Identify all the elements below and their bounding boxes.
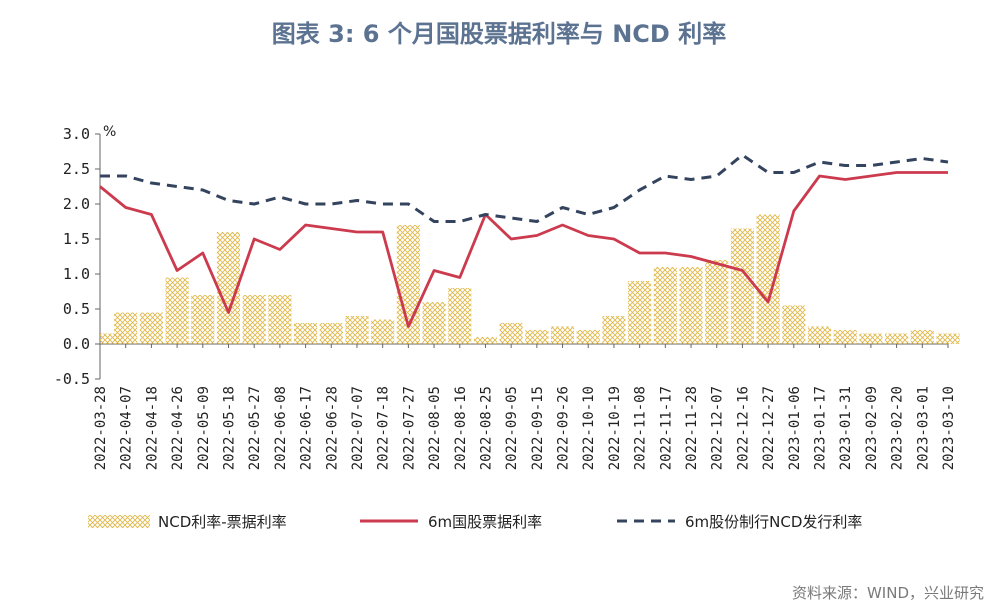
- y-tick-label: 1.0: [63, 265, 90, 283]
- y-tick-label: 2.5: [63, 160, 90, 178]
- y-tick-label: 0.0: [63, 335, 90, 353]
- spread-bar: [910, 330, 934, 344]
- spread-bar: [114, 312, 138, 344]
- area-series-ncd-minus-bill: [100, 214, 960, 344]
- x-tick-label: 2022-06-28: [324, 386, 340, 470]
- x-tick-label: 2022-07-07: [350, 386, 366, 470]
- legend-item-ncd-rate: 6m股份制行NCD发行利率: [617, 513, 862, 531]
- spread-bar: [448, 288, 472, 344]
- chart-title: 图表 3: 6 个月国股票据利率与 NCD 利率: [271, 20, 727, 48]
- spread-bar: [936, 333, 960, 344]
- line-series: [99, 153, 949, 328]
- spread-bar: [807, 326, 832, 344]
- spread-bar: [294, 323, 318, 344]
- spread-bar: [730, 228, 754, 344]
- x-tick-label: 2022-11-17: [658, 386, 674, 470]
- x-tick-label: 2022-09-15: [530, 386, 546, 470]
- y-tick-label: 1.5: [63, 230, 90, 248]
- y-tick-label: 3.0: [63, 125, 90, 143]
- x-tick-label: 2022-07-27: [401, 386, 417, 470]
- spread-bar: [216, 232, 241, 344]
- spread-bar: [100, 333, 124, 344]
- x-tick-label: 2022-10-19: [607, 386, 623, 470]
- spread-bar: [191, 295, 215, 344]
- x-tick-label: 2023-01-17: [813, 386, 829, 470]
- x-tick-label: 2022-07-18: [376, 386, 392, 470]
- spread-bar: [242, 295, 266, 344]
- source-note: 资料来源：WIND，兴业研究: [791, 584, 984, 602]
- x-tick-label: 2023-03-10: [941, 386, 957, 470]
- legend-swatch-spread: [88, 515, 150, 528]
- spread-bar: [756, 214, 780, 344]
- y-axis-unit: %: [103, 124, 116, 140]
- spread-bar: [705, 260, 729, 344]
- legend-item-spread: NCD利率-票据利率: [88, 513, 287, 531]
- legend-label-bill-rate: 6m国股票据利率: [428, 513, 542, 531]
- legend-label-ncd-rate: 6m股份制行NCD发行利率: [685, 513, 862, 531]
- x-tick-label: 2022-06-17: [299, 386, 315, 470]
- x-tick-label: 2022-05-27: [247, 386, 263, 470]
- x-tick-label: 2022-12-16: [735, 386, 751, 470]
- spread-bar: [576, 330, 600, 344]
- y-tick-label: 2.0: [63, 195, 90, 213]
- spread-bar: [525, 330, 549, 344]
- x-tick-label: 2022-05-18: [221, 386, 237, 470]
- legend-item-bill-rate: 6m国股票据利率: [360, 513, 542, 531]
- x-tick-label: 2022-08-05: [427, 386, 443, 470]
- spread-bar: [345, 316, 369, 344]
- bill-rate-line: [99, 171, 948, 328]
- x-tick-label: 2023-01-06: [787, 386, 803, 470]
- x-tick-label: 2022-06-08: [273, 386, 289, 470]
- spread-bar: [139, 312, 163, 344]
- spread-bar: [859, 333, 883, 344]
- x-tick-label: 2022-11-08: [633, 386, 649, 470]
- spread-bar: [473, 337, 498, 344]
- spread-bar: [679, 267, 703, 344]
- x-tick-label: 2022-09-26: [556, 386, 572, 470]
- x-tick-label: 2023-02-09: [864, 386, 880, 470]
- x-axis-ticks: 2022-03-28 2022-04-07 2022-04-18 2022-04-26…: [93, 344, 957, 470]
- x-tick-label: 2022-04-07: [119, 386, 135, 470]
- x-tick-label: 2022-12-27: [761, 386, 777, 470]
- spread-bar: [653, 267, 677, 344]
- legend-label-spread: NCD利率-票据利率: [158, 513, 287, 531]
- spread-bar: [833, 330, 857, 344]
- spread-bar: [371, 319, 395, 344]
- x-tick-label: 2022-05-09: [196, 386, 212, 470]
- spread-bar: [499, 323, 523, 344]
- spread-bar: [422, 302, 446, 344]
- x-tick-label: 2022-11-28: [684, 386, 700, 470]
- spread-bar: [602, 316, 626, 344]
- spread-bar: [165, 277, 189, 344]
- x-tick-label: 2022-08-16: [453, 386, 469, 470]
- x-tick-label: 2022-12-07: [710, 386, 726, 470]
- spread-bar: [268, 295, 292, 344]
- y-tick-label: 0.5: [63, 300, 90, 318]
- x-tick-label: 2023-01-31: [838, 386, 854, 470]
- x-tick-label: 2023-02-20: [890, 386, 906, 470]
- x-tick-label: 2022-10-10: [581, 386, 597, 470]
- spread-bar: [782, 305, 806, 344]
- x-tick-label: 2022-04-26: [170, 386, 186, 470]
- legend: NCD利率-票据利率 6m国股票据利率 6m股份制行NCD发行利率: [88, 513, 862, 531]
- spread-bar: [628, 281, 652, 344]
- x-tick-label: 2022-08-25: [478, 386, 494, 470]
- spread-bar: [550, 326, 575, 344]
- x-tick-label: 2022-09-05: [504, 386, 520, 470]
- x-tick-label: 2023-03-01: [915, 386, 931, 470]
- spread-bar: [319, 323, 343, 344]
- x-tick-label: 2022-04-18: [144, 386, 160, 470]
- y-tick-label: -0.5: [54, 370, 90, 388]
- ncd-rate-line: [100, 153, 949, 223]
- y-axis-ticks: 3.0 2.5 2.0 1.5 1.0 0.5 0.0 -0.5: [54, 125, 100, 388]
- x-tick-label: 2022-03-28: [93, 386, 109, 470]
- spread-bar: [885, 333, 909, 344]
